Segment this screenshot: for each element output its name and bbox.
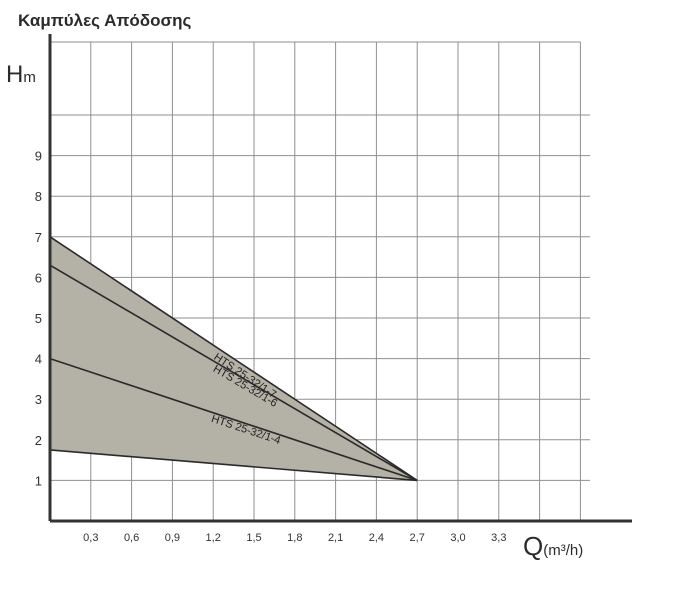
- curve-4: [49, 449, 418, 482]
- y-axis-label: Hm: [6, 61, 36, 88]
- x-tick-label: 0,6: [124, 532, 139, 544]
- x-axis-label: Q(m³/h): [523, 531, 583, 561]
- x-tick-label: 2,1: [328, 532, 343, 544]
- x-tick-label: 2,7: [410, 532, 425, 544]
- y-tick-labels: 1 2 3 4 5 6 7 8 9: [35, 149, 42, 489]
- y-tick-label: 3: [35, 392, 42, 407]
- curve-3: [49, 357, 418, 482]
- x-tick-label: 2,4: [369, 532, 384, 544]
- y-tick-label: 4: [35, 352, 42, 367]
- curves: [49, 236, 418, 482]
- x-tick-labels: 0,3 0,6 0,9 1,2 1,5 1,8 2,1 2,4 2,7 3,0 3,3: [83, 532, 506, 544]
- grid: [50, 41, 590, 521]
- y-tick-label: 2: [35, 433, 42, 448]
- x-tick-label: 3,0: [450, 532, 465, 544]
- y-axis-label-main: H: [6, 61, 23, 88]
- x-tick-label: 1,5: [246, 532, 261, 544]
- x-tick-label: 3,3: [491, 532, 506, 544]
- axes: [48, 34, 632, 523]
- x-tick-label: 0,3: [83, 532, 98, 544]
- y-tick-label: 5: [35, 311, 42, 326]
- x-tick-label: 1,8: [287, 532, 302, 544]
- y-tick-label: 7: [35, 230, 42, 245]
- x-axis-label-unit: (m³/h): [543, 542, 583, 559]
- x-axis-label-main: Q: [523, 531, 543, 561]
- y-tick-label: 6: [35, 270, 42, 285]
- curve-2: [49, 264, 418, 482]
- y-axis-label-sub: m: [23, 69, 36, 86]
- y-tick-label: 1: [35, 473, 42, 488]
- x-tick-label: 0,9: [165, 532, 180, 544]
- curve-1: [49, 236, 418, 482]
- y-tick-label: 8: [35, 189, 42, 204]
- chart-title: Καμπύλες Απόδοσης: [18, 11, 191, 30]
- y-tick-label: 9: [35, 149, 42, 164]
- x-tick-label: 1,2: [206, 532, 221, 544]
